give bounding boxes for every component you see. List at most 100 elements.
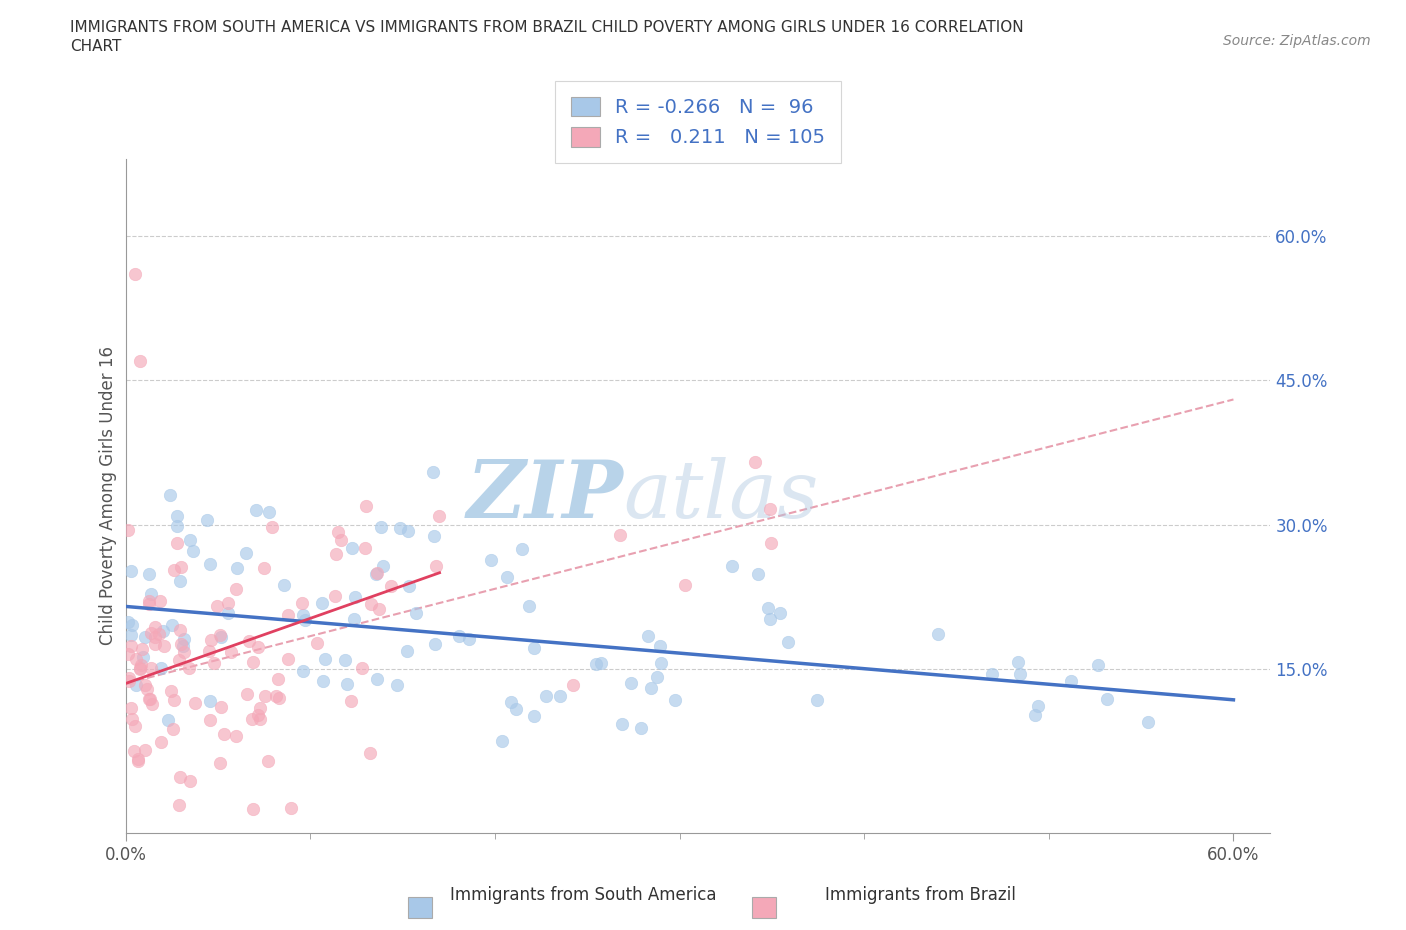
Point bbox=[523, 641, 546, 656]
Point bbox=[125, 677, 148, 692]
Point bbox=[167, 798, 190, 813]
Point bbox=[395, 644, 418, 658]
Point bbox=[138, 596, 160, 611]
Point bbox=[163, 693, 186, 708]
Point bbox=[517, 598, 540, 613]
Point bbox=[172, 639, 194, 654]
Point bbox=[422, 529, 444, 544]
Point bbox=[548, 688, 571, 703]
Point bbox=[366, 565, 388, 580]
Text: Source: ZipAtlas.com: Source: ZipAtlas.com bbox=[1223, 34, 1371, 48]
Point bbox=[195, 512, 218, 527]
Point bbox=[148, 626, 170, 641]
Point bbox=[160, 684, 183, 698]
Point bbox=[183, 696, 205, 711]
Point bbox=[371, 559, 394, 574]
Point bbox=[267, 691, 290, 706]
Point bbox=[120, 563, 142, 578]
Point bbox=[260, 519, 283, 534]
Point bbox=[139, 626, 162, 641]
Point bbox=[169, 559, 191, 574]
Point bbox=[512, 541, 534, 556]
Point bbox=[169, 769, 191, 784]
Point bbox=[170, 637, 193, 652]
Point bbox=[769, 606, 792, 621]
Text: IMMIGRANTS FROM SOUTH AMERICA VS IMMIGRANTS FROM BRAZIL CHILD POVERTY AMONG GIRL: IMMIGRANTS FROM SOUTH AMERICA VS IMMIGRA… bbox=[70, 20, 1024, 35]
Point bbox=[247, 708, 270, 723]
Point bbox=[121, 618, 143, 632]
Point bbox=[330, 532, 353, 547]
Point bbox=[291, 663, 314, 678]
Point bbox=[120, 639, 142, 654]
Point bbox=[343, 612, 366, 627]
Point bbox=[125, 652, 148, 667]
Point bbox=[139, 587, 162, 602]
Point bbox=[121, 711, 143, 726]
Point bbox=[333, 652, 356, 667]
Point bbox=[721, 558, 744, 573]
Point bbox=[747, 567, 769, 582]
Point bbox=[138, 566, 160, 581]
Point bbox=[198, 712, 221, 727]
Point bbox=[132, 649, 155, 664]
Point bbox=[650, 639, 672, 654]
Point bbox=[323, 589, 346, 604]
Point bbox=[458, 631, 481, 646]
Point bbox=[344, 590, 367, 604]
Point bbox=[325, 547, 347, 562]
Point bbox=[612, 717, 634, 732]
Point bbox=[209, 630, 232, 644]
Point bbox=[1087, 658, 1109, 672]
Point bbox=[169, 622, 191, 637]
Point bbox=[980, 667, 1002, 682]
Point bbox=[253, 689, 276, 704]
Point bbox=[198, 556, 221, 571]
Point bbox=[128, 661, 150, 676]
Point bbox=[200, 694, 222, 709]
Point bbox=[380, 578, 402, 593]
Point bbox=[136, 682, 159, 697]
Point bbox=[591, 656, 613, 671]
Point bbox=[277, 651, 299, 666]
Point bbox=[495, 569, 517, 584]
Point bbox=[336, 676, 359, 691]
Point bbox=[173, 631, 195, 646]
Point bbox=[673, 578, 696, 592]
Point bbox=[134, 630, 156, 644]
Point bbox=[385, 678, 408, 693]
Point bbox=[620, 676, 643, 691]
Point bbox=[249, 700, 271, 715]
Point bbox=[312, 674, 335, 689]
Point bbox=[143, 619, 166, 634]
Point bbox=[143, 637, 166, 652]
Point bbox=[118, 674, 141, 689]
Point bbox=[311, 596, 333, 611]
Point bbox=[1007, 655, 1029, 670]
Point bbox=[166, 519, 188, 534]
Point bbox=[166, 509, 188, 524]
Point bbox=[117, 615, 139, 630]
Point bbox=[209, 755, 232, 770]
Point bbox=[127, 752, 149, 767]
Point bbox=[294, 612, 316, 627]
Point bbox=[138, 692, 160, 707]
Point bbox=[139, 692, 162, 707]
Point bbox=[208, 628, 231, 643]
Point bbox=[744, 455, 766, 470]
Point bbox=[217, 596, 239, 611]
Point bbox=[169, 574, 191, 589]
Point bbox=[162, 722, 184, 737]
Point bbox=[214, 727, 236, 742]
Point bbox=[756, 601, 779, 616]
Point bbox=[1137, 714, 1160, 729]
Point bbox=[122, 744, 145, 759]
Point bbox=[179, 532, 201, 547]
Point bbox=[242, 655, 264, 670]
Point bbox=[759, 611, 782, 626]
Point bbox=[129, 353, 152, 368]
Text: Immigrants from Brazil: Immigrants from Brazil bbox=[825, 886, 1017, 904]
Point bbox=[134, 677, 156, 692]
Point bbox=[173, 644, 195, 659]
Point bbox=[405, 606, 427, 621]
Text: CHART: CHART bbox=[70, 39, 122, 54]
